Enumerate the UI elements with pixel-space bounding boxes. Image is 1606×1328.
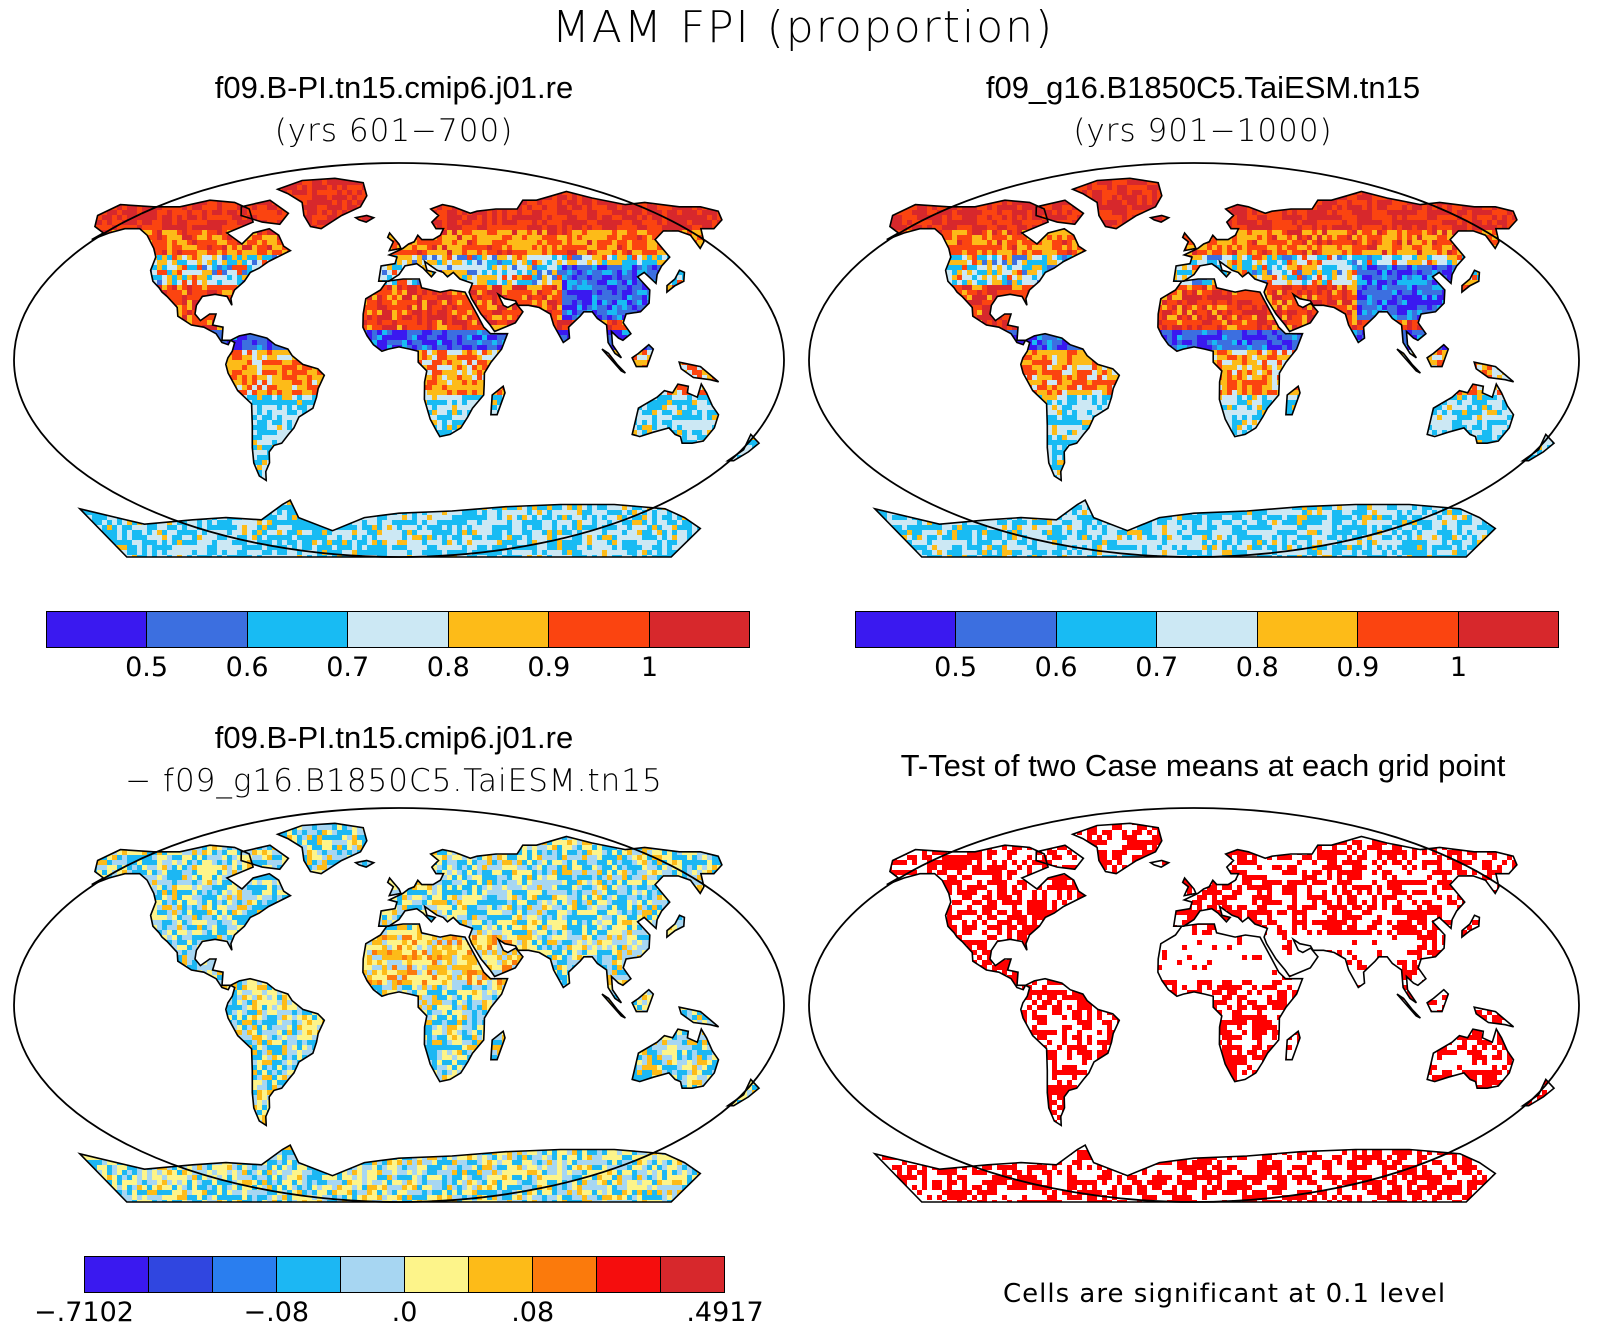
colorbar-swatch <box>597 1257 661 1292</box>
ttest-title: T-Test of two Case means at each grid po… <box>800 748 1606 784</box>
colorbar-swatch <box>147 612 247 647</box>
case1-subtitle: (yrs 601−700) <box>0 113 788 149</box>
case2-map <box>807 160 1582 565</box>
colorbar-swatch <box>533 1257 597 1292</box>
diff-colorbar <box>84 1256 725 1293</box>
colorbar-tick-label: −.08 <box>244 1297 310 1328</box>
colorbar-swatch <box>661 1257 724 1292</box>
colorbar-tick-label: 0.8 <box>427 652 470 683</box>
colorbar-swatch <box>149 1257 213 1292</box>
colorbar-tick-label: −.7102 <box>34 1297 134 1328</box>
colorbar-swatch <box>449 612 549 647</box>
colorbar-tick-label: .08 <box>511 1297 554 1328</box>
case2-title: f09_g16.B1850C5.TaiESM.tn15 <box>800 70 1606 106</box>
colorbar-swatch <box>277 1257 341 1292</box>
colorbar-swatch <box>1358 612 1458 647</box>
ttest-map <box>807 805 1582 1210</box>
colorbar-swatch <box>650 612 749 647</box>
colorbar-tick-label: 0.8 <box>1236 652 1279 683</box>
diff-subtitle: − f09_g16.B1850C5.TaiESM.tn15 <box>0 763 788 799</box>
case2-colorbar <box>855 611 1559 648</box>
colorbar-tick-label: 0.6 <box>226 652 269 683</box>
colorbar-tick-label: 0.7 <box>326 652 369 683</box>
colorbar-swatch <box>348 612 448 647</box>
colorbar-swatch <box>213 1257 277 1292</box>
diff-title: f09.B-PI.tn15.cmip6.j01.re <box>0 720 788 756</box>
case2-subtitle: (yrs 901−1000) <box>800 113 1606 149</box>
colorbar-swatch <box>1459 612 1558 647</box>
colorbar-tick-label: 1 <box>641 652 658 683</box>
case1-title: f09.B-PI.tn15.cmip6.j01.re <box>0 70 788 106</box>
figure-title: MAM FPI (proportion) <box>0 2 1606 53</box>
colorbar-swatch <box>549 612 649 647</box>
colorbar-tick-label: 0.6 <box>1035 652 1078 683</box>
colorbar-tick-label: 0.5 <box>934 652 977 683</box>
colorbar-tick-label: 1 <box>1450 652 1467 683</box>
colorbar-swatch <box>856 612 956 647</box>
case1-colorbar <box>46 611 750 648</box>
colorbar-swatch <box>1157 612 1257 647</box>
colorbar-swatch <box>1258 612 1358 647</box>
case1-map <box>12 160 787 565</box>
colorbar-tick-label: 0.7 <box>1135 652 1178 683</box>
colorbar-tick-label: 0.9 <box>527 652 570 683</box>
colorbar-swatch <box>47 612 147 647</box>
colorbar-tick-label: 0.5 <box>125 652 168 683</box>
colorbar-swatch <box>1057 612 1157 647</box>
colorbar-swatch <box>341 1257 405 1292</box>
colorbar-swatch <box>85 1257 149 1292</box>
colorbar-swatch <box>248 612 348 647</box>
significance-note: Cells are significant at 0.1 level <box>1003 1279 1446 1309</box>
colorbar-tick-label: .0 <box>392 1297 418 1328</box>
colorbar-swatch <box>405 1257 469 1292</box>
colorbar-tick-label: .4917 <box>686 1297 763 1328</box>
colorbar-tick-label: 0.9 <box>1336 652 1379 683</box>
diff-map <box>12 805 787 1210</box>
colorbar-swatch <box>469 1257 533 1292</box>
colorbar-swatch <box>956 612 1056 647</box>
